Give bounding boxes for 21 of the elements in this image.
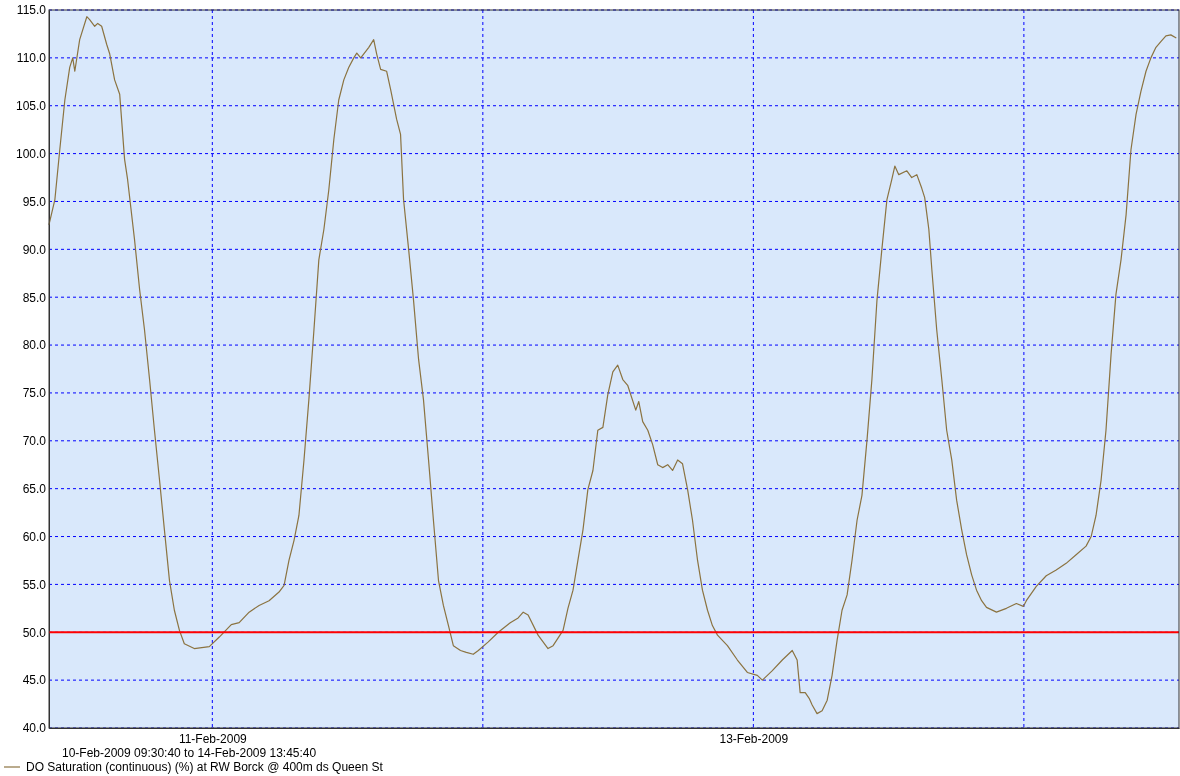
x-tick-label: 11-Feb-2009 [178,731,248,746]
y-tick-label: 115.0 [16,3,47,18]
y-tick-label: 40.0 [22,721,47,736]
y-tick-label: 110.0 [16,51,47,66]
y-tick-label: 55.0 [22,577,47,592]
y-tick-label: 45.0 [22,673,47,688]
y-tick-label: 75.0 [22,386,47,401]
y-tick-label: 50.0 [22,625,47,640]
y-tick-label: 90.0 [22,242,47,257]
y-tick-label: 100.0 [15,146,47,161]
y-tick-label: 70.0 [22,434,47,449]
line-series [48,16,1177,715]
y-tick-label: 105.0 [15,99,47,114]
y-tick-label: 80.0 [22,338,47,353]
y-tick-label: 65.0 [22,482,47,497]
y-tick-label: 85.0 [22,290,47,305]
y-tick-label: 95.0 [22,194,47,209]
text: 10-Feb-2009 09:30:40 to 14-Feb-2009 13:45:40 [62,746,317,760]
x-tick-label: 13-Feb-2009 [719,731,789,746]
legend-label: DO Saturation (continuous) (%) at RW Borck @ 400m ds Queen St [26,760,384,774]
y-tick-label: 60.0 [22,529,47,544]
